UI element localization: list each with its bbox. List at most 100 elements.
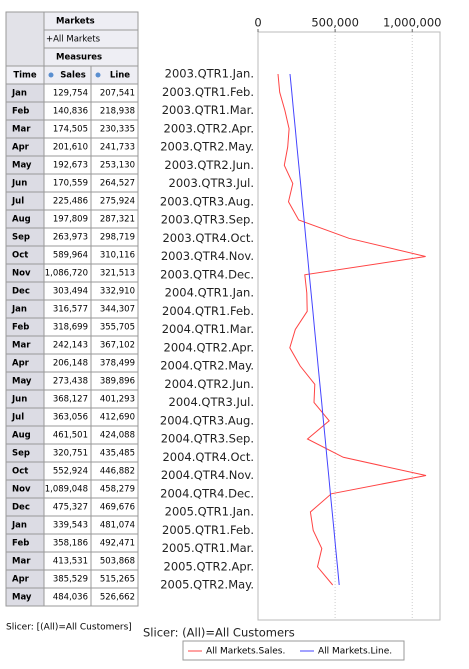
header-text: Markets — [56, 17, 95, 27]
sort-icon[interactable] — [48, 72, 54, 78]
data-cell-text: 363,056 — [53, 413, 88, 423]
row-header-text: May — [12, 377, 32, 387]
data-cell — [90, 587, 139, 607]
y-tick-label: 2004.QTR4.Dec. — [160, 486, 254, 500]
data-cell-text: 424,088 — [100, 431, 135, 441]
y-tick-label: 2004.QTR1.Feb. — [162, 304, 254, 318]
data-cell-text: 225,486 — [53, 197, 88, 207]
data-cell-text: 367,102 — [100, 341, 135, 351]
data-cell-text: 389,896 — [100, 377, 135, 387]
row-header-text: Apr — [12, 359, 30, 369]
data-cell-text: 503,868 — [100, 557, 135, 567]
chart-slicer: Slicer: (All)=All Customers — [143, 626, 295, 640]
y-tick-label: 2004.QTR1.Jan. — [165, 286, 254, 300]
row-header-text: Apr — [12, 143, 30, 153]
y-tick-label: 2005.QTR2.May. — [160, 578, 254, 592]
row-header-text: Aug — [12, 215, 31, 225]
y-tick-label: 2004.QTR3.Aug. — [160, 413, 254, 427]
slicer-text: Slicer: [(All)=All Customers] — [6, 623, 132, 633]
data-cell-text: 316,577 — [53, 305, 88, 315]
data-cell-text: 242,143 — [53, 341, 88, 351]
row-header-text: May — [12, 161, 32, 171]
data-cell-text: 321,513 — [100, 269, 135, 279]
data-cell-text: 385,529 — [53, 575, 88, 585]
data-cell-text: 298,719 — [100, 233, 135, 243]
data-cell-text: 201,610 — [53, 143, 88, 153]
y-tick-label: 2005.QTR1.Feb. — [162, 523, 254, 537]
data-cell-text: 332,910 — [100, 287, 135, 297]
series-line — [277, 73, 427, 586]
data-cell-text: 526,662 — [100, 593, 135, 603]
column-header-text: Time — [13, 71, 37, 81]
data-cell-text: 192,673 — [53, 161, 88, 171]
data-cell-text: 170,559 — [53, 179, 88, 189]
row-header-text: Nov — [12, 269, 31, 279]
data-cell-text: 273,438 — [53, 377, 88, 387]
y-tick-label: 2003.QTR1.Jan. — [165, 67, 254, 81]
data-cell-text: 287,321 — [100, 215, 135, 225]
data-cell-text: 1,089,048 — [45, 485, 88, 495]
data-cell-text: 413,531 — [53, 557, 88, 567]
data-cell-text: 469,676 — [100, 503, 135, 513]
y-tick-label: 2005.QTR2.Apr. — [164, 559, 254, 573]
data-cell-text: 197,809 — [53, 215, 88, 225]
data-cell-text: 435,485 — [100, 449, 135, 459]
row-header-text: May — [12, 593, 32, 603]
legend-label: All Markets.Sales. — [206, 647, 285, 657]
data-cell-text: 344,307 — [100, 305, 135, 315]
row-header-text: Jan — [11, 305, 27, 315]
row-header-text: Feb — [12, 107, 29, 117]
y-tick-label: 2003.QTR3.Sep. — [161, 213, 254, 227]
data-cell-text: 475,327 — [53, 503, 88, 513]
data-cell-text: 241,733 — [100, 143, 135, 153]
data-cell-text: 230,335 — [100, 125, 135, 135]
y-tick-label: 2003.QTR2.Jun. — [164, 158, 254, 172]
y-tick-label: 2004.QTR4.Oct. — [162, 450, 254, 464]
row-header-text: Jan — [11, 521, 27, 531]
row-header-text: Oct — [12, 251, 28, 261]
row-header-text: Jul — [11, 197, 24, 207]
y-tick-label: 2003.QTR4.Nov. — [161, 249, 254, 263]
row-header-text: Dec — [12, 287, 30, 297]
y-tick-label: 2003.QTR2.May. — [160, 140, 254, 154]
data-cell-text: 552,924 — [53, 467, 88, 477]
row-header-text: Jan — [11, 89, 27, 99]
data-cell-text: 264,527 — [100, 179, 135, 189]
y-tick-label: 2003.QTR2.Apr. — [164, 121, 254, 135]
data-cell-text: 461,501 — [53, 431, 88, 441]
data-cell-text: 206,148 — [53, 359, 88, 369]
legend-box — [182, 640, 405, 661]
row-header-text: Mar — [12, 341, 31, 351]
member-text[interactable]: +All Markets — [46, 35, 101, 45]
x-tick-label: 1,000,000 — [383, 16, 442, 30]
y-tick-label: 2003.QTR4.Oct. — [162, 231, 254, 245]
y-tick-label: 2005.QTR1.Mar. — [162, 541, 254, 555]
y-tick-label: 2004.QTR3.Sep. — [161, 432, 254, 446]
data-cell-text: 515,265 — [100, 575, 135, 585]
column-header-text: Sales — [60, 71, 86, 81]
data-cell-text: 358,186 — [53, 539, 88, 549]
y-tick-label: 2005.QTR1.Jan. — [165, 505, 254, 519]
data-cell-text: 275,924 — [100, 197, 135, 207]
y-tick-label: 2003.QTR3.Jul. — [169, 176, 255, 190]
data-cell-text: 218,938 — [100, 107, 135, 117]
row-header-text: Aug — [12, 431, 31, 441]
sort-icon[interactable] — [95, 72, 101, 78]
y-tick-label: 2003.QTR1.Feb. — [162, 85, 254, 99]
data-cell-text: 253,130 — [100, 161, 135, 171]
data-cell-text: 129,754 — [53, 89, 88, 99]
data-cell-text: 458,279 — [100, 485, 135, 495]
row-header-text: Jul — [11, 413, 24, 423]
row-header-text: Oct — [12, 467, 28, 477]
data-cell-text: 378,499 — [100, 359, 135, 369]
row-header-text: Apr — [12, 575, 30, 585]
y-tick-label: 2003.QTR1.Mar. — [162, 103, 254, 117]
data-cell-text: 484,036 — [53, 593, 88, 603]
y-tick-label: 2004.QTR1.Mar. — [162, 322, 254, 336]
data-cell-text: 263,973 — [53, 233, 88, 243]
data-cell-text: 310,116 — [100, 251, 135, 261]
row-header-text: Sep — [12, 233, 30, 243]
y-tick-label: 2004.QTR2.Apr. — [164, 340, 254, 354]
data-cell-text: 481,074 — [100, 521, 135, 531]
